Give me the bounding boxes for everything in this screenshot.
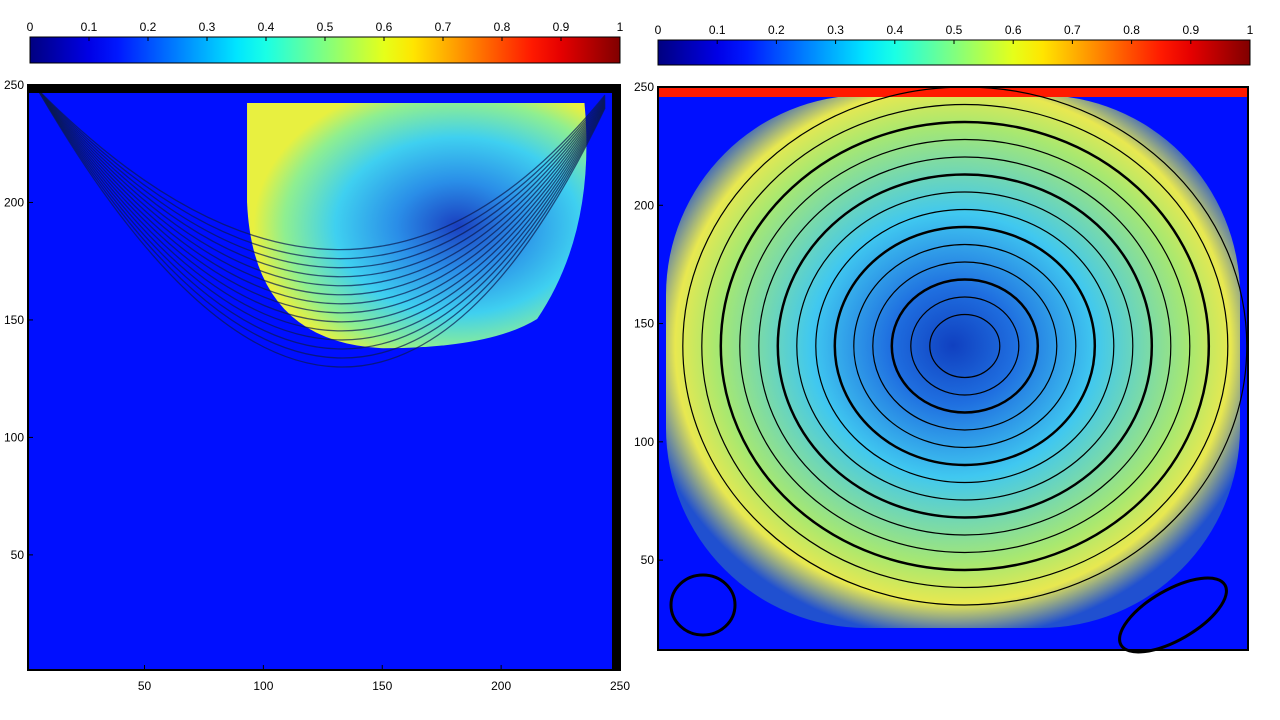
y-tick-label: 150 xyxy=(4,313,24,327)
streamline xyxy=(758,156,1172,536)
colorbar-tick-label: 1 xyxy=(617,20,624,34)
field xyxy=(28,85,620,670)
colorbar-tick-label: 0.4 xyxy=(886,23,903,37)
y-tick-label: 50 xyxy=(11,548,25,562)
streamline xyxy=(776,173,1154,519)
x-tick-label: 100 xyxy=(253,679,273,693)
colorbar-tick-label: 0.2 xyxy=(140,20,157,34)
streamline xyxy=(37,89,606,269)
plot-frame xyxy=(27,84,621,671)
streamline xyxy=(796,191,1134,501)
colorbar-tick-label: 0.2 xyxy=(768,23,785,37)
streamline xyxy=(815,208,1115,484)
colorbar-tick-label: 0.7 xyxy=(435,20,452,34)
y-tick-label: 200 xyxy=(634,198,654,212)
plot-frame xyxy=(657,86,1249,651)
x-tick-label: 200 xyxy=(491,679,511,693)
x-tick-label: 150 xyxy=(372,679,392,693)
streamline xyxy=(37,89,606,305)
colorbar-tick-label: 0.9 xyxy=(1182,23,1199,37)
colorbar-tick-label: 0.8 xyxy=(494,20,511,34)
streamline xyxy=(719,120,1211,572)
colorbar-tick-label: 0 xyxy=(655,23,662,37)
x-tick-label: 50 xyxy=(138,679,152,693)
streamline xyxy=(910,296,1020,396)
colorbar-tick-label: 0.3 xyxy=(827,23,844,37)
colorbar-tick-label: 0.8 xyxy=(1123,23,1140,37)
streamline xyxy=(37,89,606,350)
streamline xyxy=(37,89,606,278)
colorbar-tick-label: 0.6 xyxy=(1005,23,1022,37)
colorbar-tick-label: 0.5 xyxy=(317,20,334,34)
colorbar-tick-label: 0 xyxy=(27,20,34,34)
streamline xyxy=(37,89,606,251)
colorbar-tick-label: 0.5 xyxy=(946,23,963,37)
streamline xyxy=(739,138,1191,554)
streamline xyxy=(872,261,1058,431)
streamline xyxy=(37,89,606,332)
colorbar-tick-label: 0.4 xyxy=(258,20,275,34)
streamline xyxy=(37,89,606,359)
y-tick-label: 150 xyxy=(634,317,654,331)
colorbar-tick-label: 1 xyxy=(1247,23,1254,37)
corner-vortex xyxy=(1118,576,1228,654)
colorbar xyxy=(657,39,1251,66)
streamline xyxy=(37,89,606,368)
x-tick-label: 250 xyxy=(610,679,630,693)
colorbar-tick-label: 0.7 xyxy=(1064,23,1081,37)
colorbar-tick-label: 0.1 xyxy=(81,20,98,34)
y-tick-label: 100 xyxy=(634,435,654,449)
streamline xyxy=(890,278,1040,414)
streamline xyxy=(853,243,1077,449)
streamline xyxy=(37,89,606,341)
top-wall xyxy=(28,85,620,93)
streamline xyxy=(833,225,1097,467)
field-blob xyxy=(247,103,587,349)
colorbar-tick-label: 0.9 xyxy=(553,20,570,34)
y-tick-label: 50 xyxy=(641,553,655,567)
streamline xyxy=(37,89,606,323)
streamline xyxy=(37,89,606,260)
streamline xyxy=(929,313,1001,379)
corner-vortex xyxy=(669,573,737,637)
field xyxy=(658,86,1248,654)
streamline xyxy=(37,89,606,287)
y-tick-label: 200 xyxy=(4,195,24,209)
lid-band xyxy=(658,87,1248,97)
colorbar-tick-label: 0.3 xyxy=(199,20,216,34)
colorbar-tick-label: 0.6 xyxy=(376,20,393,34)
y-tick-label: 250 xyxy=(634,80,654,94)
y-tick-label: 250 xyxy=(4,78,24,92)
colorbar-tick-label: 0.1 xyxy=(709,23,726,37)
streamline xyxy=(701,103,1229,589)
y-tick-label: 100 xyxy=(4,430,24,444)
colorbar xyxy=(29,36,621,64)
right-wall xyxy=(612,85,620,670)
streamline xyxy=(37,89,606,314)
streamline xyxy=(37,89,606,296)
